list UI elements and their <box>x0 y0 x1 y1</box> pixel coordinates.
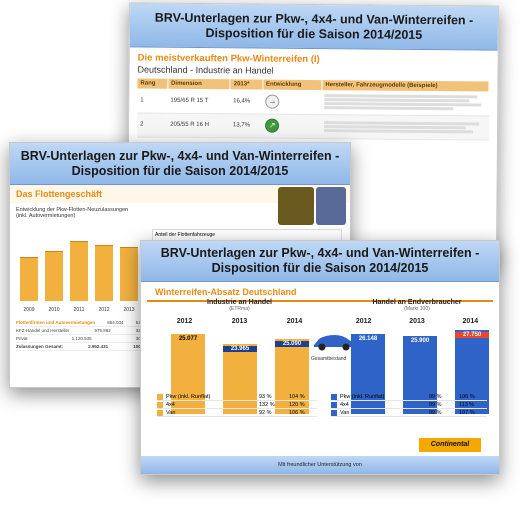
slide3-footer: Mit freundlicher Unterstützung von <box>141 456 499 474</box>
slide2-title-line1: BRV-Unterlagen zur Pkw-, 4x4- und Van-Wi… <box>20 149 340 163</box>
retail-title: Handel an Endverbraucher <box>372 299 462 306</box>
industry-column: Industrie an Handel (ETRma) 2012 2013 20… <box>157 299 322 414</box>
share-cell: 16,4% <box>230 89 263 114</box>
slide2-header: Das Flottengeschäft <box>10 185 350 203</box>
slide2-title-line2: Disposition für die Saison 2014/2015 <box>71 164 289 178</box>
table-row: Flottenfirmen und Autovermietungen 864.03… <box>16 319 146 327</box>
fleet-bar-2010 <box>45 251 63 301</box>
share-cell: 13,7% <box>229 113 263 138</box>
fleet-bar-2009 <box>20 257 38 301</box>
legend-row: Van 99 % 107 % <box>331 409 487 417</box>
slide3-header: Winterreifen-Absatz Deutschland <box>147 282 493 302</box>
industry-title: Industrie an Handel <box>207 299 272 306</box>
slide1-subtitle: Die meistverkauften Pkw-Winterreifen (I) <box>137 52 320 66</box>
slide3-title-line2: Disposition für die Saison 2014/2015 <box>211 261 429 275</box>
bestseller-table: Rang Dimension 2013* Entwicklung Herstel… <box>136 78 489 140</box>
retail-subtitle: (Markt 100) <box>404 306 430 312</box>
slide3-title-line1: BRV-Unterlagen zur Pkw-, 4x4- und Van-Wi… <box>160 246 480 260</box>
col-dimension: Dimension <box>167 78 231 90</box>
year-label: 2014 <box>462 318 479 325</box>
rank-cell: 1 <box>137 88 168 113</box>
fleet-chart-caption: Entwicklung der Pkw-Flotten-Neuzulassung… <box>16 207 129 213</box>
year-label: 2012 <box>176 318 193 325</box>
table-row: 2 205/55 R 16 H 13,7% ↗ <box>136 112 489 140</box>
award-logo-icon <box>278 187 314 225</box>
fleet-year-label: 2012 <box>98 307 110 313</box>
year-label: 2013 <box>231 318 248 325</box>
legend-table: Pkw (inkl. Runflat) 93 % 104 % 4x4 132 % 120… <box>157 393 487 417</box>
col-trend: Entwicklung <box>262 79 322 91</box>
maker-list-placeholder <box>324 94 486 111</box>
industry-subtitle: (ETRma) <box>229 306 250 312</box>
fleet-chart: 2009 2010 2011 2012 2013 <box>16 229 146 315</box>
retail-bar-2013: 25.900 <box>403 336 437 414</box>
legend-row: 4x4 132 % 120 % <box>157 401 317 409</box>
magazine-logo-icon <box>316 187 346 225</box>
legend-row: 4x4 99 % 113 % <box>331 401 487 409</box>
car-icon: Gesamtbestand <box>311 333 357 362</box>
industry-bar-2013: 23.965 <box>223 344 257 414</box>
slide1-banner: BRV-Unterlagen zur Pkw-, 4x4- und Van-Wi… <box>129 3 499 51</box>
maker-list-placeholder <box>324 120 486 133</box>
fleet-table: Flottenfirmen und Autovermietungen 864.03… <box>16 319 146 351</box>
slide3-banner: BRV-Unterlagen zur Pkw-, 4x4- und Van-Wi… <box>141 241 499 282</box>
year-label: 2012 <box>355 318 372 325</box>
rank-cell: 2 <box>136 112 168 137</box>
industry-bar-2014: 25.090 <box>275 339 309 414</box>
legend-row: Pkw (inkl. Runflat) 93 % 104 % <box>157 393 317 401</box>
col-rank: Rang <box>137 78 168 89</box>
fleet-chart-caption2: (inkl. Autovermietungen) <box>16 213 76 219</box>
year-label: 2013 <box>409 318 425 325</box>
fleet-share-caption: Anteil der Flottenfahrzeuge <box>155 232 216 238</box>
fleet-bar-2013 <box>120 247 138 301</box>
fleet-year-label: 2010 <box>48 307 60 313</box>
fleet-bar-2011 <box>70 241 88 301</box>
trend-right-icon: → <box>265 94 280 109</box>
industry-bars: 25.077 23.965 25.090 <box>157 328 322 414</box>
dimension-cell: 205/55 R 16 H <box>167 112 231 138</box>
slide1-title-line1: BRV-Unterlagen zur Pkw-, 4x4- und Van-Wi… <box>154 10 474 28</box>
col-share: 2013* <box>230 79 263 90</box>
continental-logo: Continental <box>419 438 481 452</box>
fleet-bar-2012 <box>95 245 113 301</box>
fleet-year-label: 2009 <box>23 307 35 313</box>
table-row: 1 195/65 R 15 T 16,4% → <box>137 88 489 116</box>
car-label: Gesamtbestand <box>311 356 347 362</box>
fleet-year-label: 2013 <box>123 307 135 313</box>
year-label: 2014 <box>286 318 303 325</box>
legend-row: Pkw (inkl. Runflat) 99 % 106 % <box>331 393 487 401</box>
dimension-cell: 195/65 R 15 T <box>167 88 231 114</box>
legend-row: Van 92 % 106 % <box>157 409 317 417</box>
slide-winter-sales: BRV-Unterlagen zur Pkw-, 4x4- und Van-Wi… <box>140 240 500 475</box>
fleet-year-label: 2011 <box>73 307 85 313</box>
slide2-banner: BRV-Unterlagen zur Pkw-, 4x4- und Van-Wi… <box>10 143 350 185</box>
slide1-title-line2: Disposition für die Saison 2014/2015 <box>205 26 423 42</box>
trend-up-icon: ↗ <box>265 118 280 133</box>
